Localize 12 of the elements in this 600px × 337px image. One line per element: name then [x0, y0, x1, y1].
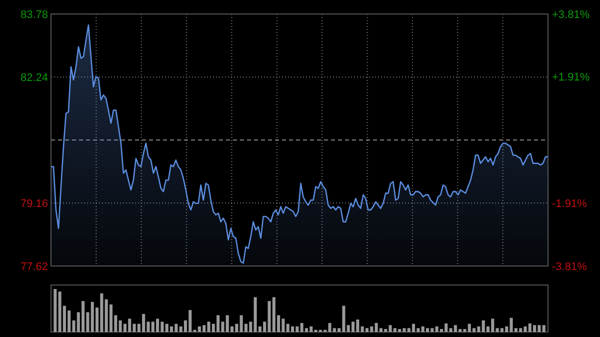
bar: [426, 328, 430, 332]
bar: [542, 325, 546, 332]
y-tick-label: 82.24: [20, 72, 48, 84]
y-tick-label: 77.62: [20, 260, 48, 273]
bar: [54, 289, 57, 332]
y-tick-label: 83.78: [20, 8, 48, 21]
bar: [170, 326, 174, 332]
y-tick-label: 79.16: [20, 198, 48, 210]
y2-tick-label: +1.91%: [552, 72, 590, 84]
y2-tick-label: +3.81%: [552, 8, 590, 21]
y2-tick-label: -3.81%: [552, 260, 588, 273]
y2-tick-label: -1.91%: [552, 198, 588, 210]
